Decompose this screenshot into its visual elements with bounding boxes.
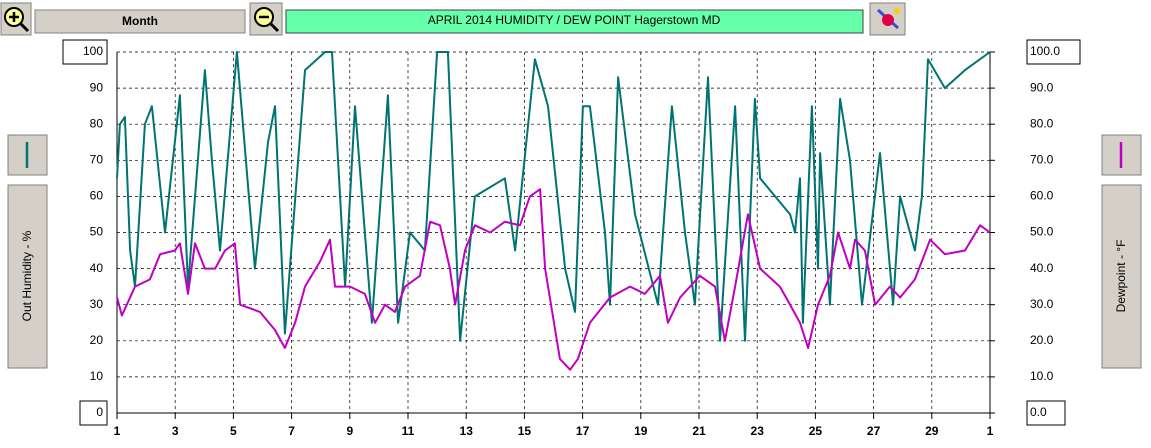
x-tick-label: 21 [692, 424, 706, 438]
x-tick-label: 29 [925, 424, 939, 438]
y2-tick-label: 80.0 [1030, 116, 1054, 130]
y-tick-label: 10 [90, 369, 104, 383]
x-tick-label: 23 [751, 424, 765, 438]
y-axis-title: Out Humidity - % [20, 230, 34, 321]
x-tick-label: 7 [288, 424, 295, 438]
y2-tick-label: 0.0 [1030, 405, 1047, 419]
x-tick-label: 5 [230, 424, 237, 438]
y2-limit-box [1026, 39, 1081, 65]
chart-title: APRIL 2014 HUMIDITY / DEW POINT Hagersto… [428, 13, 721, 27]
settings-button[interactable] [869, 2, 906, 36]
y2-tick-label: 10.0 [1030, 369, 1054, 383]
y2-tick-label: 50.0 [1030, 225, 1054, 239]
humidity-axis-button[interactable]: Out Humidity - % [7, 184, 48, 369]
period-button[interactable]: Month [34, 9, 246, 34]
y2-tick-label: 20.0 [1030, 333, 1054, 347]
x-tick-label: 3 [172, 424, 179, 438]
x-tick-label: 1 [987, 424, 994, 438]
y2-axis-title: Dewpoint - °F [1114, 240, 1128, 313]
y-tick-label: 50 [90, 225, 104, 239]
x-tick-label: 15 [518, 424, 532, 438]
x-tick-label: 1 [114, 424, 121, 438]
period-label: Month [122, 14, 158, 28]
x-tick-label: 25 [809, 424, 823, 438]
y-tick-label: 80 [90, 116, 104, 130]
y-tick-label: 90 [90, 80, 104, 94]
y2-tick-label: 30.0 [1030, 297, 1054, 311]
y2-tick-label: 60.0 [1030, 189, 1054, 203]
zoom-in-button[interactable] [0, 2, 32, 36]
y-limit-box [62, 39, 108, 65]
y2-limit-box [1026, 400, 1066, 426]
humidity-legend-button[interactable] [7, 134, 48, 176]
series-line [116, 188, 991, 371]
y-tick-label: 0 [96, 405, 103, 419]
y-tick-label: 30 [90, 297, 104, 311]
dewpoint-legend-button[interactable] [1101, 134, 1142, 176]
title-box [285, 9, 864, 34]
series-line [116, 51, 991, 342]
x-tick-label: 13 [460, 424, 474, 438]
y2-tick-label: 70.0 [1030, 152, 1054, 166]
zoom-out-button[interactable] [249, 2, 283, 36]
y-tick-label: 70 [90, 152, 104, 166]
dewpoint-axis-button[interactable]: Dewpoint - °F [1101, 184, 1142, 369]
y-tick-label: 20 [90, 333, 104, 347]
x-tick-label: 27 [867, 424, 881, 438]
y2-tick-label: 40.0 [1030, 261, 1054, 275]
x-tick-label: 17 [576, 424, 590, 438]
x-tick-label: 19 [634, 424, 648, 438]
x-tick-label: 9 [346, 424, 353, 438]
y-tick-label: 100 [83, 44, 103, 58]
y-tick-label: 40 [90, 261, 104, 275]
y-tick-label: 60 [90, 189, 104, 203]
y2-tick-label: 100.0 [1030, 44, 1060, 58]
y-limit-box [79, 400, 108, 426]
x-tick-label: 11 [402, 424, 415, 438]
y2-tick-label: 90.0 [1030, 80, 1054, 94]
